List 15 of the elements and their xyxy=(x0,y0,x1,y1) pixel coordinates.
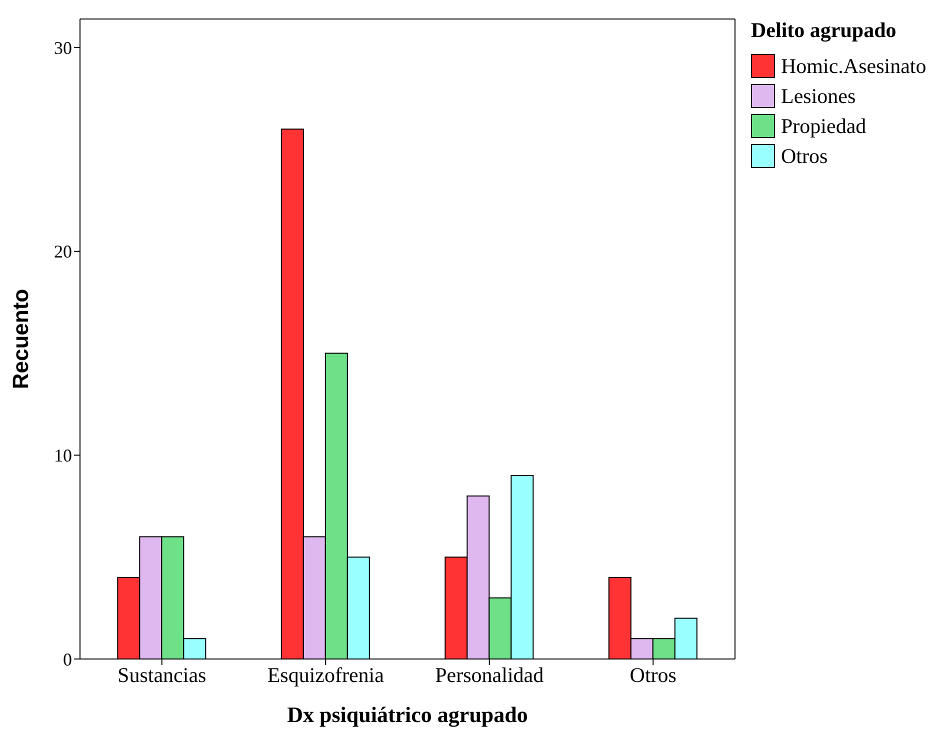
legend-label: Propiedad xyxy=(781,114,866,138)
x-axis-title: Dx psiquiátrico agrupado xyxy=(287,702,528,727)
legend-title: Delito agrupado xyxy=(751,18,898,43)
y-tick-label: 0 xyxy=(63,649,72,670)
x-tick-label: Otros xyxy=(630,662,676,687)
x-tick-label: Personalidad xyxy=(435,662,544,687)
y-tick-label: 10 xyxy=(54,446,72,466)
legend-label: Lesiones xyxy=(781,84,856,108)
legend-label: Homic.Asesinato xyxy=(781,54,926,78)
legend-label: Otros xyxy=(781,144,828,168)
y-tick-label: 30 xyxy=(54,38,72,58)
x-tick-label: Sustancias xyxy=(118,662,206,687)
y-axis-title: Recuento xyxy=(8,288,33,390)
y-tick-label: 20 xyxy=(54,242,72,262)
x-tick-label: Esquizofrenia xyxy=(267,662,385,687)
